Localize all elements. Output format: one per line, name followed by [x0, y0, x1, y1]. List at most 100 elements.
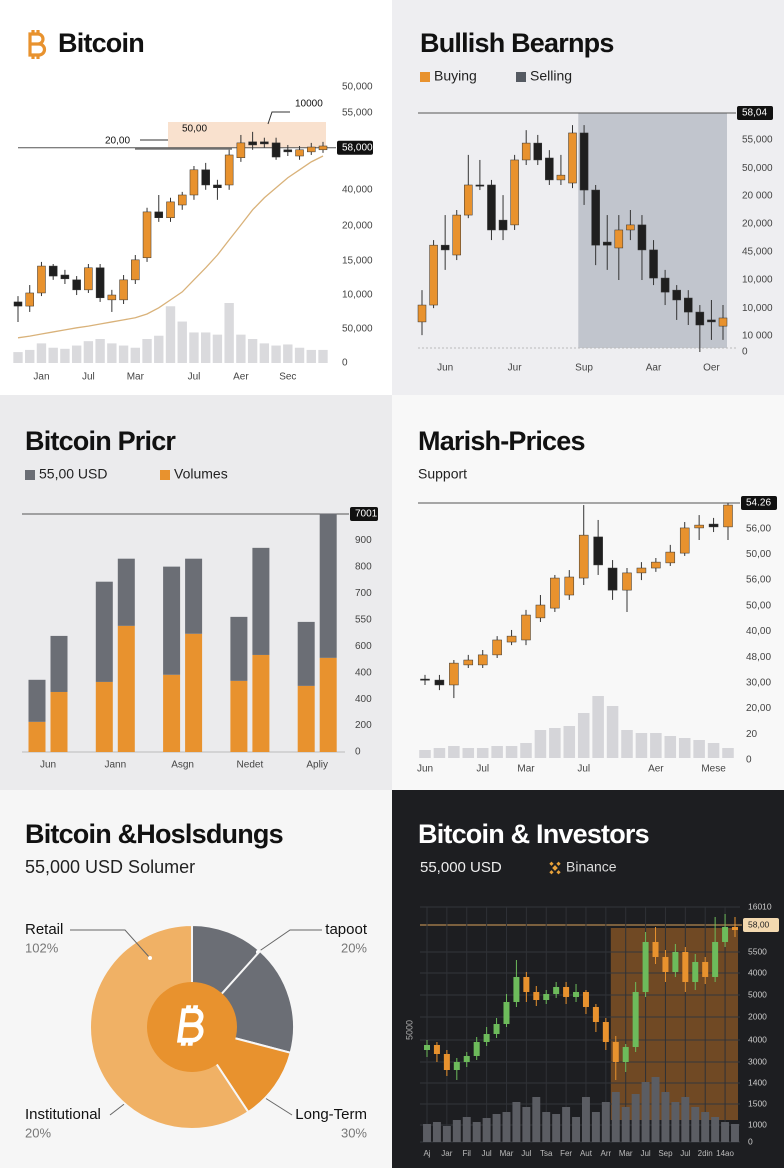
- candle-body: [48, 265, 58, 277]
- candle-body: [718, 317, 728, 327]
- volume-bar: [522, 1107, 531, 1142]
- candle-body: [477, 654, 488, 666]
- candle-body: [582, 992, 589, 1007]
- candle-body: [84, 267, 93, 291]
- x-tick-label: Arr: [601, 1149, 612, 1158]
- volume-bar: [482, 1118, 491, 1142]
- y-axis-label: 5000: [404, 1020, 414, 1040]
- slice-value: 20%: [341, 940, 367, 955]
- volume-bar: [294, 347, 305, 363]
- moving-average: [17, 155, 324, 339]
- candle-body: [682, 952, 689, 982]
- volume-bar: [635, 733, 648, 758]
- y-tick-label: 3000: [748, 1056, 767, 1066]
- x-tick-label: Mese: [701, 764, 726, 775]
- y-tick-label: 1400: [748, 1077, 767, 1087]
- volume-bar: [271, 345, 281, 363]
- slice-value: 102%: [25, 940, 59, 955]
- annotation: 20,00: [105, 136, 130, 147]
- volume-bar: [71, 345, 82, 363]
- y-tick-label: 0: [742, 347, 748, 358]
- candle-body: [475, 184, 485, 187]
- volume-bar: [60, 348, 70, 363]
- volume-bar: [512, 1102, 521, 1142]
- slice-label: Retail: [25, 921, 63, 938]
- highlight-zone: [168, 122, 326, 148]
- candle-body: [283, 149, 293, 153]
- annotation: 10000: [295, 99, 323, 110]
- bar-segment: [230, 616, 248, 681]
- volume-bar: [505, 746, 518, 758]
- bar-segment: [185, 633, 203, 752]
- volume-bar: [318, 349, 328, 363]
- shaded-zone: [578, 113, 727, 348]
- candle-body: [533, 992, 540, 1000]
- legend-label: Buying: [434, 68, 477, 84]
- volume-bar: [577, 713, 590, 758]
- legend-label: 55,00 USD: [39, 466, 107, 482]
- y-tick-label: 5000: [748, 989, 767, 999]
- volume-bar: [25, 349, 35, 363]
- candle-body: [573, 992, 580, 997]
- leader-line: [261, 1095, 293, 1116]
- x-tick-label: 2din: [698, 1149, 713, 1158]
- candle-body: [498, 219, 508, 231]
- y-tick-label: 0: [748, 1136, 753, 1146]
- x-tick-label: Jar: [441, 1149, 452, 1158]
- candle-body: [154, 211, 164, 219]
- volume-bar: [707, 743, 720, 758]
- candle-body: [523, 977, 530, 992]
- y-tick-label: 15,000: [342, 256, 373, 267]
- volume-bar: [664, 736, 677, 758]
- volume-bar: [581, 1097, 590, 1142]
- x-tick-label: Aar: [646, 363, 662, 374]
- y-tick-label: 5500: [748, 946, 767, 956]
- candle-body: [672, 952, 679, 972]
- legend-label: Selling: [530, 68, 572, 84]
- y-tick-label: 7001: [355, 509, 378, 520]
- price-tag: [737, 106, 773, 120]
- candle-body: [131, 259, 140, 281]
- candle-body: [260, 141, 269, 145]
- y-tick-label: 56,00: [746, 575, 771, 586]
- y-tick-label: 2000: [748, 1011, 767, 1021]
- bar-segment: [297, 621, 315, 686]
- candle-body: [487, 184, 496, 231]
- y-tick-label: 0: [342, 358, 348, 369]
- chart-title: Bitcoin: [58, 28, 144, 58]
- candle-body: [506, 635, 517, 643]
- x-tick-label: Jun: [417, 764, 433, 775]
- candle-body: [463, 659, 474, 666]
- chart-subtitle: 55,000 USD Solumer: [25, 857, 195, 877]
- y-tick-label: 50,000: [342, 82, 373, 93]
- candle-body: [464, 184, 473, 216]
- x-tick-label: Mar: [619, 1149, 633, 1158]
- volume-bar: [591, 1112, 600, 1142]
- candle-body: [602, 241, 612, 246]
- candle-body: [692, 962, 699, 982]
- candle-body: [420, 678, 430, 681]
- volume-bar: [650, 733, 662, 758]
- legend-swatch: [420, 72, 430, 82]
- price-tag: [743, 918, 779, 932]
- candle-body: [493, 1024, 500, 1034]
- legend-swatch: [160, 470, 170, 480]
- volume-bar: [601, 1102, 610, 1142]
- x-tick-label: Sup: [575, 363, 593, 374]
- x-tick-label: Mar: [127, 372, 145, 383]
- candle-body: [521, 142, 531, 161]
- volume-bar: [492, 1114, 501, 1142]
- candle-body: [652, 942, 659, 957]
- x-tick-label: Aj: [423, 1149, 430, 1158]
- y-tick-label: 56,00: [746, 523, 771, 534]
- candle-body: [189, 169, 199, 196]
- candle-body: [473, 1042, 480, 1056]
- x-tick-label: Tsa: [540, 1149, 553, 1158]
- candle-body: [550, 577, 560, 609]
- y-tick-label: 50,00: [746, 600, 771, 611]
- candle-body: [440, 244, 450, 251]
- y-tick-label: 1000: [748, 1119, 767, 1129]
- candle-body: [60, 274, 70, 280]
- volume-bar: [212, 334, 223, 363]
